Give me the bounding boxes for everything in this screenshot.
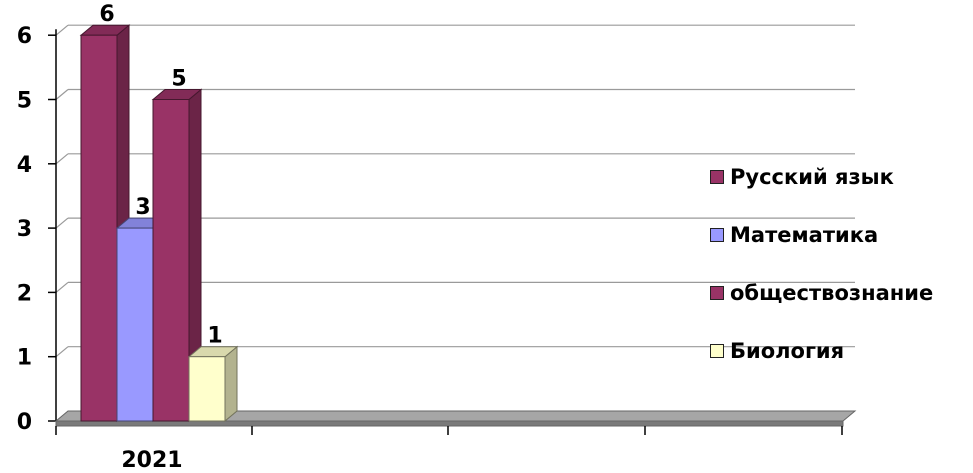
bars	[79, 24, 239, 423]
y-axis: 0 1 2 3 4 5 6	[17, 24, 57, 435]
legend-label: Биология	[730, 339, 845, 363]
y-tick-label: 5	[17, 89, 32, 114]
data-labels: 6 3 5 1	[99, 2, 222, 349]
data-label: 6	[99, 2, 114, 27]
bar-3	[151, 88, 203, 423]
legend-item: Математика	[710, 206, 933, 264]
legend-item: Биология	[710, 322, 933, 380]
data-label: 1	[207, 324, 222, 349]
gridline-diagonal	[55, 217, 69, 229]
legend-swatch	[710, 344, 724, 358]
gridline-diagonal	[55, 281, 69, 293]
legend-label: Математика	[730, 223, 879, 247]
y-tick-label: 4	[17, 153, 32, 178]
y-tick-label: 0	[17, 410, 32, 435]
gridline-diagonal	[55, 346, 69, 358]
legend-item: обществознание	[710, 264, 933, 322]
data-label: 3	[135, 195, 150, 220]
legend-label: Русский язык	[730, 165, 894, 189]
bar-front	[152, 99, 190, 422]
x-tick-label: 2021	[121, 448, 182, 473]
chart-floor	[54, 410, 857, 427]
legend: Русский язык Математика обществознание Биол…	[710, 148, 933, 380]
gridline-diagonal	[55, 89, 69, 100]
y-tick-label: 2	[17, 281, 32, 306]
y-tick-label: 6	[17, 24, 32, 49]
bar-4	[187, 345, 239, 423]
legend-item: Русский язык	[710, 148, 933, 206]
legend-swatch	[710, 228, 724, 242]
x-axis: 2021	[55, 426, 843, 473]
gridline-diagonal	[55, 24, 69, 36]
data-label: 5	[171, 67, 186, 92]
legend-swatch	[710, 286, 724, 300]
bar-front	[188, 356, 226, 422]
legend-swatch	[710, 170, 724, 184]
bar-front	[116, 227, 154, 422]
y-tick-label: 1	[17, 346, 32, 371]
y-tick-label: 3	[17, 217, 32, 242]
gridline-diagonal	[55, 153, 69, 165]
bar-front	[80, 34, 118, 422]
legend-label: обществознание	[730, 281, 934, 305]
bar-side	[224, 345, 238, 423]
floor-front	[55, 420, 844, 427]
